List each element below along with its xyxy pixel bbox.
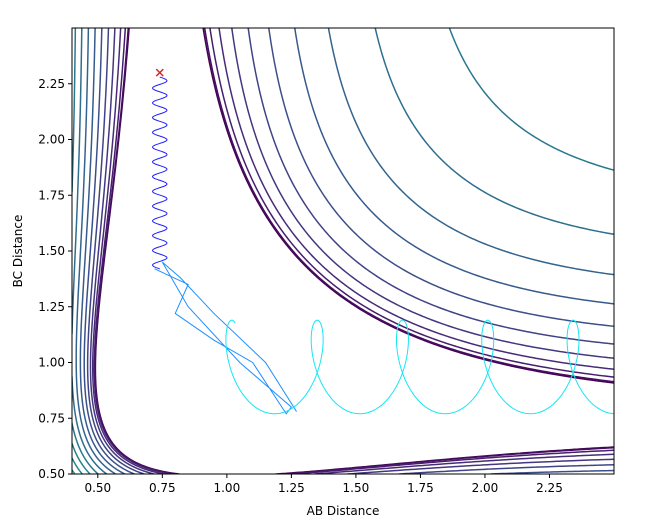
- y-tick-label: 0.75: [38, 411, 65, 425]
- x-axis-label: AB Distance: [307, 504, 380, 518]
- trajectory: [151, 76, 614, 415]
- y-tick-label: 1.75: [38, 188, 65, 202]
- y-tick-label: 1.00: [38, 356, 65, 370]
- contour-line: [83, 28, 614, 474]
- contour-line: [91, 28, 614, 474]
- x-axis-ticks: 0.50 0.75 1.00 1.25 1.50 1.75 2.00 2.25: [84, 474, 563, 495]
- y-tick-label: 2.25: [38, 77, 65, 91]
- x-tick-label: 2.25: [536, 481, 563, 495]
- x-tick-label: 1.75: [407, 481, 434, 495]
- y-tick-label: 1.25: [38, 300, 65, 314]
- y-tick-label: 1.50: [38, 244, 65, 258]
- start-marker: [155, 68, 164, 77]
- y-tick-label: 2.00: [38, 133, 65, 147]
- trajectory-segment: [151, 76, 168, 270]
- x-tick-label: 2.00: [472, 481, 499, 495]
- contour-line: [79, 28, 614, 474]
- y-axis-label: BC Distance: [11, 215, 25, 288]
- contour-line: [94, 28, 614, 474]
- x-tick-label: 1.25: [278, 481, 305, 495]
- trajectory-segment: [225, 319, 614, 415]
- contour-line: [75, 28, 614, 474]
- x-tick-label: 1.00: [213, 481, 240, 495]
- x-tick-label: 1.50: [343, 481, 370, 495]
- x-tick-label: 0.75: [149, 481, 176, 495]
- plot-area: [72, 28, 614, 474]
- y-tick-label: 0.50: [38, 467, 65, 481]
- trajectory-segment: [154, 261, 297, 415]
- x-tick-label: 0.50: [84, 481, 111, 495]
- start-marker-x: [155, 68, 164, 77]
- contour-line: [93, 28, 614, 474]
- contour-line: [89, 28, 614, 474]
- contour-line: [72, 28, 614, 474]
- contour-lines: [72, 28, 614, 474]
- y-axis-ticks: 0.50 0.75 1.00 1.25 1.50 1.75 2.00 2.25: [38, 77, 72, 481]
- contour-line: [72, 442, 91, 474]
- contour-line: [72, 28, 614, 474]
